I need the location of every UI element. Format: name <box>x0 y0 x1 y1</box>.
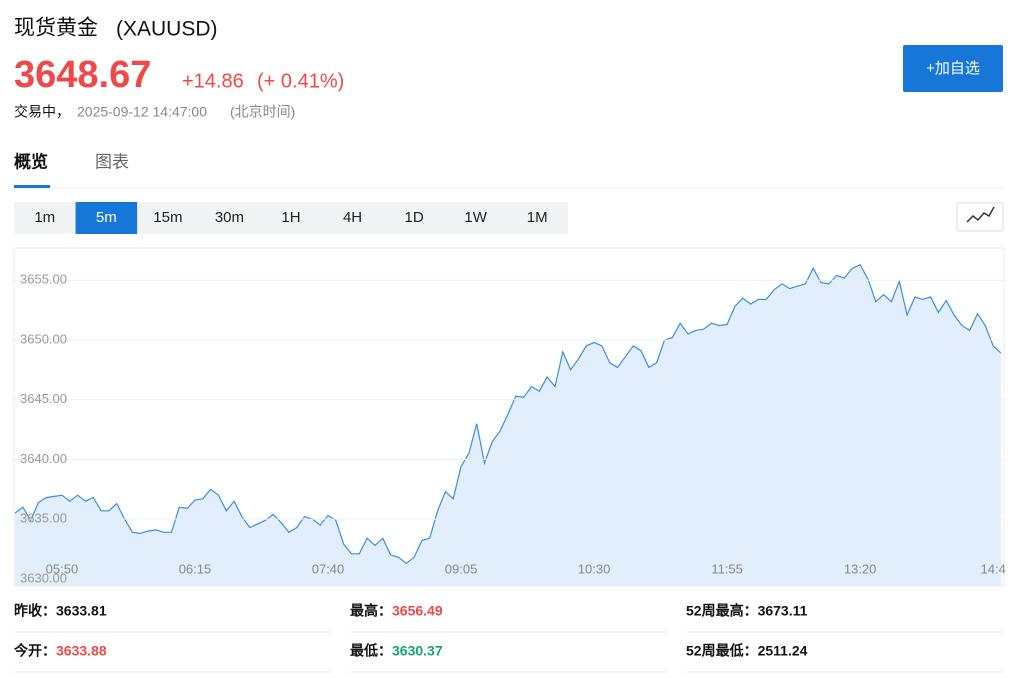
timezone: (北京时间) <box>230 104 295 120</box>
stat-label: 最高： <box>350 603 392 619</box>
instrument-symbol: (XAUUSD) <box>116 18 218 41</box>
y-tick-label: 3630.00 <box>20 570 67 585</box>
y-tick-label: 3645.00 <box>20 391 67 406</box>
interval-button[interactable]: 1D <box>405 209 424 226</box>
price-change: +14.86 <box>182 70 244 92</box>
stat-label: 最低： <box>350 643 392 659</box>
stat-label: 52周最低： <box>686 643 758 659</box>
y-tick-label: 3635.00 <box>20 511 67 526</box>
stat-value: 3656.49 <box>392 603 443 619</box>
stat-label: 昨收： <box>14 603 56 619</box>
x-tick-label: 11:55 <box>711 561 743 576</box>
interval-active <box>75 202 138 234</box>
interval-button[interactable]: 15m <box>153 209 182 226</box>
tab[interactable]: 图表 <box>95 152 129 171</box>
stat-label: 今开： <box>13 643 56 659</box>
timestamp: 2025-09-12 14:47:00 <box>77 104 207 120</box>
interval-button[interactable]: 4H <box>343 209 362 226</box>
x-tick-label: 05:50 <box>46 561 79 576</box>
chart-style-icon <box>966 206 995 223</box>
x-tick-label: 07:40 <box>312 561 345 576</box>
interval-button[interactable]: 5m <box>96 209 117 226</box>
watch-button[interactable] <box>903 45 1003 92</box>
watch-button-label[interactable]: +加自选 <box>926 60 980 77</box>
x-tick-label: 09:05 <box>445 561 478 576</box>
y-tick-label: 3650.00 <box>20 331 67 346</box>
tab-underline <box>14 185 50 188</box>
instrument-name: 现货黄金 <box>14 17 98 40</box>
price-line <box>14 263 1002 565</box>
y-tick-label: 3640.00 <box>20 451 67 466</box>
stat-value: 3630.37 <box>392 643 443 659</box>
stat-value: 3633.81 <box>56 603 107 619</box>
x-tick-label: 10:30 <box>578 561 611 576</box>
interval-button[interactable]: 1M <box>527 209 548 226</box>
x-tick-label: 14:4 <box>981 561 1006 576</box>
stat-value: 3673.11 <box>758 603 808 619</box>
stat-value: 2511.24 <box>758 643 808 659</box>
x-tick-label: 06:15 <box>179 561 212 576</box>
area-fill <box>15 264 1001 586</box>
stat-label: 52周最高： <box>686 603 758 619</box>
trade-status: 交易中， <box>14 104 70 120</box>
x-tick-label: 13:20 <box>844 561 877 576</box>
tab[interactable]: 概览 <box>14 151 48 171</box>
stat-value: 3633.88 <box>56 643 107 659</box>
interval-button[interactable]: 1m <box>34 209 55 226</box>
price-change-pct: (+ 0.41%) <box>257 70 344 92</box>
interval-button[interactable]: 30m <box>215 209 244 226</box>
interval-button[interactable]: 1W <box>464 209 487 226</box>
interval-button[interactable]: 1H <box>281 209 300 226</box>
y-tick-label: 3655.00 <box>20 272 67 287</box>
price: 3648.67 <box>14 54 151 96</box>
